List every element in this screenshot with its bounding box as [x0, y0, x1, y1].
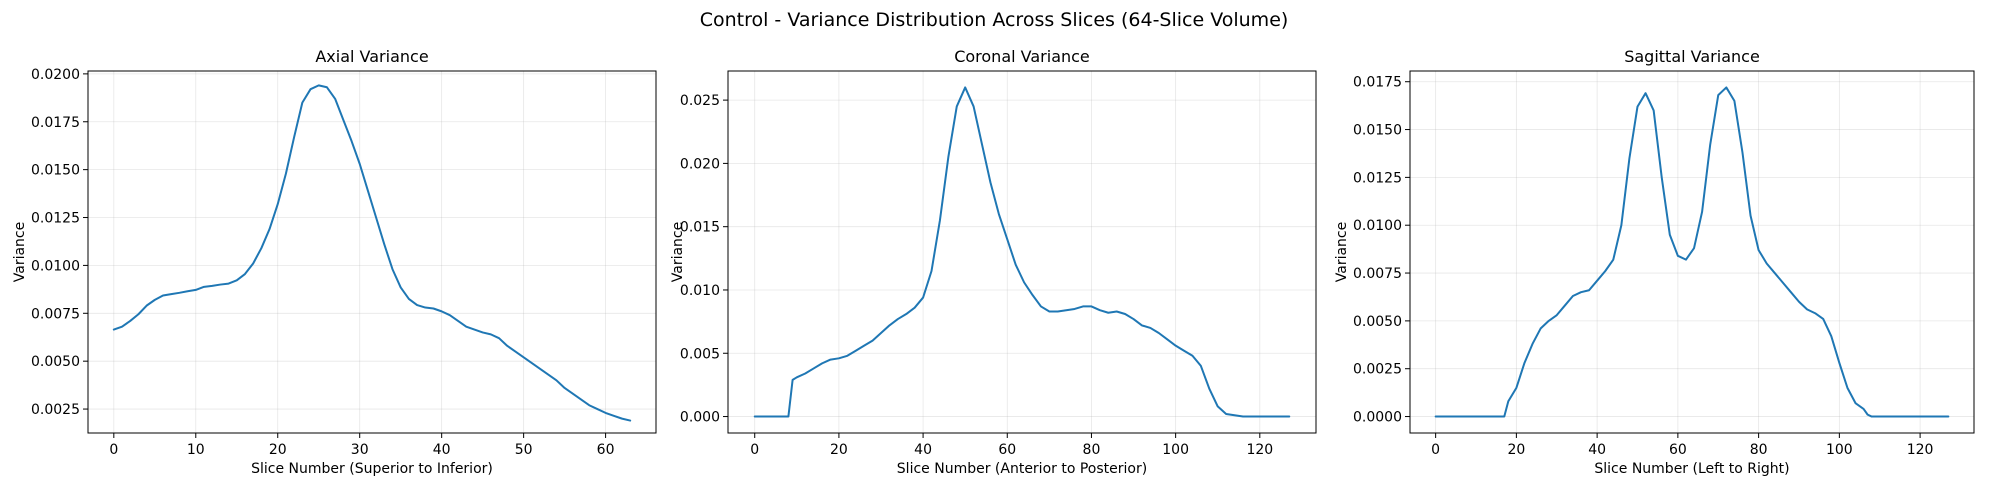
axial-panel: 0 10 20 30 40 50 60 0.0025 0.0050 0.0075 0.0100 0.0…: [12, 47, 657, 477]
y-tick-label: 0.005: [680, 346, 720, 362]
axial-title: Axial Variance: [315, 47, 428, 66]
coronal-x-axis-label: Slice Number (Anterior to Posterior): [897, 461, 1147, 477]
x-tick-label: 0: [1431, 442, 1440, 458]
x-tick-label: 80: [1083, 442, 1101, 458]
x-tick-label: 20: [1507, 442, 1525, 458]
x-tick-label: 50: [515, 442, 533, 458]
x-tick-label: 10: [187, 442, 205, 458]
x-tick-label: 120: [1907, 442, 1934, 458]
y-tick-label: 0.0150: [31, 163, 80, 179]
sagittal-y-axis-label: Variance: [1334, 222, 1350, 282]
axial-y-axis-label: Variance: [12, 222, 28, 282]
coronal-variance-line: [753, 86, 1291, 418]
x-tick-label: 40: [433, 442, 451, 458]
x-tick-label: 60: [597, 442, 615, 458]
y-tick-label: 0.0125: [1353, 170, 1402, 186]
coronal-panel: 0 20 40 60 80 100 120 0.000 0.005 0.010 0.015 0.020…: [670, 47, 1317, 477]
sagittal-variance-line: [1434, 86, 1950, 418]
y-tick-label: 0.0050: [1353, 314, 1402, 330]
axial-grid: [88, 71, 656, 433]
y-tick-label: 0.0200: [31, 67, 80, 83]
sagittal-title: Sagittal Variance: [1624, 47, 1760, 66]
y-tick-label: 0.020: [680, 156, 720, 172]
y-tick-label: 0.0150: [1353, 123, 1402, 139]
axial-axes-frame: [87, 70, 657, 434]
y-tick-label: 0.0100: [1353, 218, 1402, 234]
x-tick-label: 60: [998, 442, 1016, 458]
y-tick-label: 0.0050: [31, 354, 80, 370]
y-tick-label: 0.0100: [31, 258, 80, 274]
y-tick-label: 0.0125: [31, 211, 80, 227]
coronal-y-axis-label: Variance: [670, 222, 686, 282]
y-tick-label: 0.0175: [31, 115, 80, 131]
y-tick-label: 0.025: [680, 93, 720, 109]
sagittal-panel: 0 20 40 60 80 100 120 0.0000 0.0025 0.0050 0.0075 0…: [1334, 47, 1975, 477]
y-tick-label: 0.000: [680, 410, 720, 426]
figure-title: Control - Variance Distribution Across S…: [700, 9, 1289, 31]
y-tick-label: 0.0175: [1353, 75, 1402, 91]
x-tick-label: 40: [914, 442, 932, 458]
y-tick-label: 0.0075: [1353, 266, 1402, 282]
x-tick-label: 0: [750, 442, 759, 458]
coronal-axes-frame: [727, 70, 1317, 434]
x-tick-label: 120: [1246, 442, 1273, 458]
x-tick-label: 100: [1826, 442, 1853, 458]
y-tick-label: 0.0025: [31, 402, 80, 418]
axial-x-axis-label: Slice Number (Superior to Inferior): [251, 461, 493, 477]
x-tick-label: 30: [351, 442, 369, 458]
y-tick-label: 0.0075: [31, 306, 80, 322]
x-tick-label: 80: [1750, 442, 1768, 458]
y-tick-label: 0.0000: [1353, 410, 1402, 426]
x-tick-label: 100: [1162, 442, 1189, 458]
axial-variance-line: [112, 84, 632, 422]
sagittal-x-axis-label: Slice Number (Left to Right): [1594, 461, 1789, 477]
x-tick-label: 20: [830, 442, 848, 458]
subplots: 0 10 20 30 40 50 600.00250.00500.00750.01000.0…: [12, 47, 1975, 477]
coronal-grid: [728, 71, 1316, 433]
sagittal-axes-frame: [1409, 70, 1975, 434]
x-tick-label: 0: [109, 442, 118, 458]
x-tick-label: 20: [269, 442, 287, 458]
x-tick-label: 60: [1669, 442, 1687, 458]
x-tick-label: 40: [1588, 442, 1606, 458]
coronal-title: Coronal Variance: [954, 47, 1090, 66]
y-tick-label: 0.015: [680, 220, 720, 236]
y-tick-label: 0.0025: [1353, 362, 1402, 378]
y-tick-label: 0.010: [680, 283, 720, 299]
